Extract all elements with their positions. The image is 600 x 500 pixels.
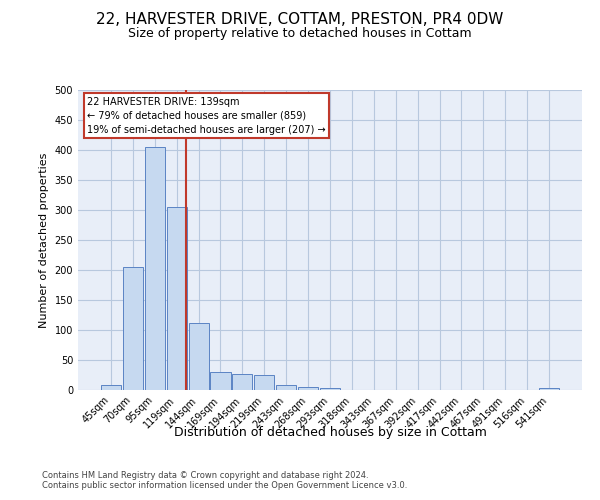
Text: Contains HM Land Registry data © Crown copyright and database right 2024.: Contains HM Land Registry data © Crown c… bbox=[42, 470, 368, 480]
Bar bbox=[145, 147, 165, 390]
Bar bbox=[232, 374, 253, 390]
Bar bbox=[101, 385, 121, 390]
Bar bbox=[320, 388, 340, 390]
Bar bbox=[167, 207, 187, 390]
Bar bbox=[188, 323, 209, 390]
Bar bbox=[298, 387, 318, 390]
Text: 22, HARVESTER DRIVE, COTTAM, PRESTON, PR4 0DW: 22, HARVESTER DRIVE, COTTAM, PRESTON, PR… bbox=[97, 12, 503, 28]
Bar bbox=[211, 372, 230, 390]
Y-axis label: Number of detached properties: Number of detached properties bbox=[39, 152, 49, 328]
Bar bbox=[123, 267, 143, 390]
Bar bbox=[539, 388, 559, 390]
Text: Size of property relative to detached houses in Cottam: Size of property relative to detached ho… bbox=[128, 28, 472, 40]
Text: Distribution of detached houses by size in Cottam: Distribution of detached houses by size … bbox=[173, 426, 487, 439]
Bar bbox=[254, 375, 274, 390]
Text: Contains public sector information licensed under the Open Government Licence v3: Contains public sector information licen… bbox=[42, 480, 407, 490]
Text: 22 HARVESTER DRIVE: 139sqm
← 79% of detached houses are smaller (859)
19% of sem: 22 HARVESTER DRIVE: 139sqm ← 79% of deta… bbox=[87, 96, 326, 134]
Bar bbox=[276, 385, 296, 390]
